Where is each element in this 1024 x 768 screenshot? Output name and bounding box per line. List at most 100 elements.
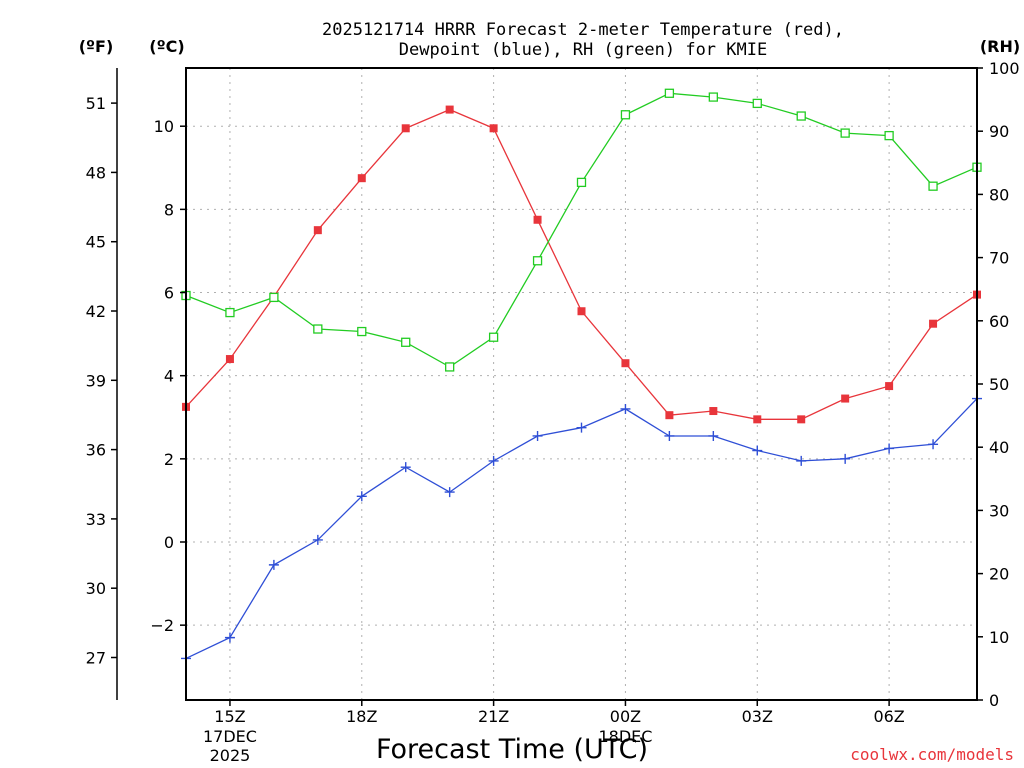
rh-point: [532, 256, 543, 266]
dewpoint-point: [884, 443, 895, 454]
dewpoint-point: [708, 430, 719, 441]
temperature-point: [225, 355, 234, 364]
dewpoint-point: [224, 632, 235, 643]
x-date-label: 17DEC: [203, 727, 257, 746]
chart-title-line1: 2025121714 HRRR Forecast 2-meter Tempera…: [322, 20, 844, 40]
rh-point: [357, 326, 367, 337]
temperature-point: [885, 382, 894, 391]
x-tick-label: 18Z: [346, 707, 377, 726]
fahrenheit-tick-label: 42: [86, 302, 106, 321]
temperature-point: [753, 415, 762, 424]
rh-point: [752, 98, 762, 109]
rh-tick-label: 40: [989, 438, 1009, 457]
fahrenheit-tick-label: 48: [86, 163, 106, 182]
dewpoint-point: [356, 491, 367, 502]
rh-tick-label: 30: [989, 501, 1009, 520]
celsius-tick-label: 4: [164, 367, 174, 386]
temperature-point: [621, 359, 630, 368]
rh-point: [576, 177, 587, 188]
gridlines: [186, 68, 977, 700]
temperature-point: [401, 124, 410, 133]
dewpoint-point: [532, 430, 543, 441]
dewpoint-point: [840, 453, 851, 464]
temperature-point: [489, 124, 498, 133]
temperature-point: [445, 105, 454, 114]
dewpoint-point: [576, 422, 587, 433]
dewpoint-line: [185, 398, 978, 659]
rh-point: [708, 92, 718, 102]
dewpoint-point: [664, 430, 675, 441]
series-group: [181, 88, 982, 664]
rh-unit-label: (RH): [980, 37, 1020, 56]
rh-tick-label: 80: [989, 185, 1009, 204]
x-date-label: 18DEC: [598, 727, 652, 746]
dewpoint-point: [488, 455, 499, 466]
rh-point: [225, 307, 235, 318]
x-tick-label: 06Z: [873, 707, 904, 726]
dewpoint-point: [752, 445, 763, 456]
chart-title-line2: Dewpoint (blue), RH (green) for KMIE: [399, 40, 767, 60]
x-tick-label: 21Z: [478, 707, 509, 726]
x-tick-label: 00Z: [610, 707, 641, 726]
celsius-tick-label: 6: [164, 284, 174, 303]
credit-text: coolwx.com/models: [850, 745, 1014, 764]
rh-tick-label: 90: [989, 122, 1009, 141]
temperature-point: [841, 394, 850, 403]
rh-tick-label: 100: [989, 59, 1020, 78]
rh-point: [313, 324, 323, 334]
temperature-point: [313, 226, 322, 235]
temperature-point: [533, 215, 542, 224]
rh-point: [445, 362, 455, 372]
rh-point: [269, 292, 279, 303]
dewpoint-point: [928, 439, 939, 450]
temperature-point: [577, 307, 586, 316]
rh-tick-label: 50: [989, 375, 1009, 394]
celsius-tick-label: 2: [164, 450, 174, 469]
rh-tick-label: 20: [989, 565, 1009, 584]
fahrenheit-tick-label: 27: [86, 648, 106, 667]
temperature-point: [665, 411, 674, 420]
temperature-point: [929, 319, 938, 328]
x-axis-title: Forecast Time (UTC): [376, 734, 648, 765]
celsius-tick-label: 8: [164, 200, 174, 219]
x-tick-label: 03Z: [742, 707, 773, 726]
fahrenheit-tick-label: 33: [86, 510, 106, 529]
temperature-point: [357, 174, 366, 183]
rh-point: [620, 110, 631, 120]
celsius-tick-label: −2: [150, 616, 174, 635]
dewpoint-point: [312, 534, 323, 545]
temperature-line: [185, 108, 978, 420]
fahrenheit-tick-label: 36: [86, 441, 106, 460]
rh-point: [796, 111, 806, 121]
temperature-point: [797, 415, 806, 424]
plot-frame: [185, 67, 978, 701]
fahrenheit-tick-label: 30: [86, 579, 106, 598]
celsius-unit-label: (ºC): [149, 37, 184, 56]
x-tick-label: 15Z: [214, 707, 245, 726]
fahrenheit-unit-label: (ºF): [79, 37, 114, 56]
fahrenheit-tick-label: 39: [86, 371, 106, 390]
dewpoint-point: [444, 487, 455, 498]
rh-point: [884, 130, 894, 141]
dewpoint-point: [400, 462, 411, 473]
dewpoint-point: [268, 559, 279, 570]
rh-point: [840, 128, 850, 138]
rh-line: [185, 92, 978, 368]
rh-point: [664, 88, 675, 98]
rh-point: [401, 337, 411, 347]
dewpoint-point: [796, 455, 807, 466]
celsius-tick-label: 10: [154, 117, 174, 136]
rh-tick-label: 60: [989, 312, 1009, 331]
rh-tick-label: 0: [989, 691, 999, 710]
x-year-label: 2025: [210, 746, 251, 765]
fahrenheit-tick-label: 45: [86, 233, 106, 252]
dewpoint-point: [620, 403, 631, 414]
temperature-point: [709, 407, 718, 416]
celsius-tick-label: 0: [164, 533, 174, 552]
rh-point: [928, 181, 938, 191]
fahrenheit-tick-label: 51: [86, 94, 106, 113]
rh-tick-label: 70: [989, 249, 1009, 268]
rh-tick-label: 10: [989, 628, 1009, 647]
